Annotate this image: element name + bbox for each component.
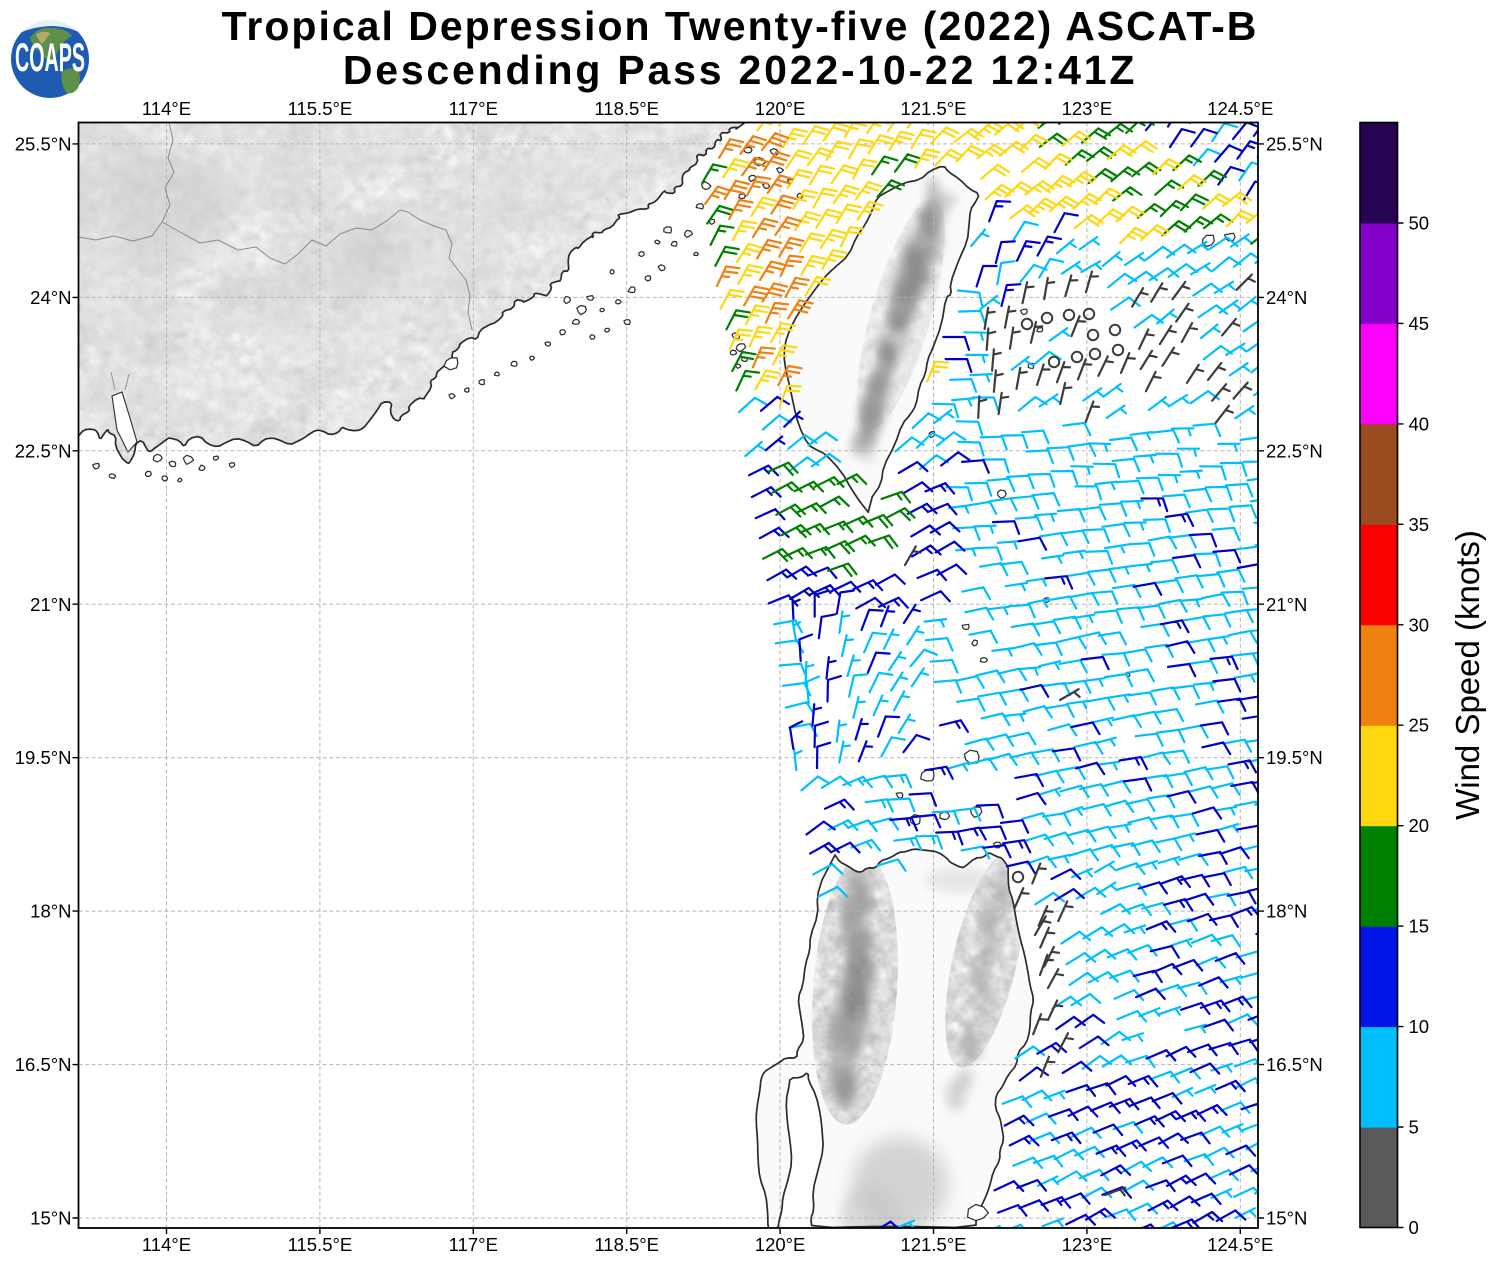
svg-text:35: 35 [1409, 514, 1430, 535]
svg-text:Descending Pass 2022-10-22 12:: Descending Pass 2022-10-22 12:41Z [343, 47, 1137, 93]
svg-text:18°N: 18°N [1266, 901, 1307, 922]
svg-text:18°N: 18°N [30, 901, 71, 922]
svg-text:124.5°E: 124.5°E [1207, 98, 1273, 119]
svg-text:COAPS: COAPS [15, 36, 85, 80]
svg-text:123°E: 123°E [1062, 1234, 1113, 1255]
svg-text:115.5°E: 115.5°E [288, 98, 353, 119]
svg-text:123°E: 123°E [1062, 98, 1113, 119]
svg-text:121.5°E: 121.5°E [900, 1234, 966, 1255]
svg-text:16.5°N: 16.5°N [1266, 1054, 1323, 1075]
svg-text:Tropical Depression Twenty-fiv: Tropical Depression Twenty-five (2022) A… [222, 3, 1259, 49]
svg-text:25.5°N: 25.5°N [1266, 133, 1323, 154]
svg-text:115.5°E: 115.5°E [288, 1234, 353, 1255]
svg-text:118.5°E: 118.5°E [594, 98, 659, 119]
svg-text:16.5°N: 16.5°N [15, 1054, 72, 1075]
svg-text:118.5°E: 118.5°E [594, 1234, 659, 1255]
svg-text:0: 0 [1409, 1217, 1419, 1238]
svg-text:45: 45 [1409, 313, 1430, 334]
svg-text:21°N: 21°N [30, 594, 71, 615]
svg-text:117°E: 117°E [449, 1234, 498, 1255]
svg-text:20: 20 [1409, 815, 1430, 836]
svg-text:22.5°N: 22.5°N [15, 440, 72, 461]
svg-text:30: 30 [1409, 614, 1430, 635]
svg-text:10: 10 [1409, 1016, 1430, 1037]
svg-text:40: 40 [1409, 413, 1430, 434]
svg-text:117°E: 117°E [449, 98, 498, 119]
svg-text:120°E: 120°E [755, 1234, 806, 1255]
svg-text:24°N: 24°N [1266, 287, 1307, 308]
svg-text:114°E: 114°E [142, 98, 191, 119]
svg-text:5: 5 [1409, 1117, 1419, 1138]
svg-text:15: 15 [1409, 916, 1430, 937]
svg-text:114°E: 114°E [142, 1234, 191, 1255]
svg-text:25.5°N: 25.5°N [15, 133, 72, 154]
svg-text:22.5°N: 22.5°N [1266, 440, 1323, 461]
svg-text:25: 25 [1409, 715, 1430, 736]
svg-text:120°E: 120°E [755, 98, 806, 119]
svg-text:124.5°E: 124.5°E [1207, 1234, 1273, 1255]
svg-text:24°N: 24°N [30, 287, 71, 308]
svg-text:121.5°E: 121.5°E [900, 98, 966, 119]
svg-text:19.5°N: 19.5°N [15, 747, 72, 768]
svg-text:50: 50 [1409, 213, 1430, 234]
svg-text:21°N: 21°N [1266, 594, 1307, 615]
svg-text:Wind Speed (knots): Wind Speed (knots) [1449, 530, 1486, 820]
svg-text:19.5°N: 19.5°N [1266, 747, 1323, 768]
svg-text:15°N: 15°N [30, 1208, 71, 1229]
svg-text:15°N: 15°N [1266, 1208, 1307, 1229]
